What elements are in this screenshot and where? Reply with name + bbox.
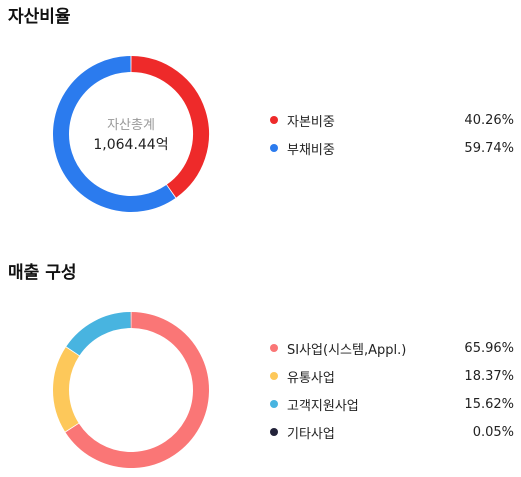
donut-slice-3	[66, 312, 131, 356]
legend-value: 18.37%	[464, 368, 514, 384]
legend-label: 부채비중	[287, 142, 335, 158]
legend-dot-icon	[270, 372, 278, 380]
legend-value: 0.05%	[472, 424, 514, 440]
legend-item-distribution: 유통사업 18.37%	[270, 362, 514, 390]
sales-composition-legend: SI사업(시스템,Appl.) 65.96% 유통사업 18.37% 고객지원사…	[270, 334, 514, 446]
legend-label: SI사업(시스템,Appl.)	[287, 342, 407, 358]
legend-value: 15.62%	[464, 396, 514, 412]
legend-dot-icon	[270, 144, 278, 152]
legend-dot-icon	[270, 344, 278, 352]
legend-label: 자본비중	[287, 114, 335, 130]
legend-value: 59.74%	[464, 140, 514, 156]
donut-center-value: 1,064.44억	[93, 137, 169, 153]
sales-composition-donut-chart	[53, 312, 209, 468]
legend-label: 고객지원사업	[287, 398, 359, 414]
legend-item-other: 기타사업 0.05%	[270, 418, 514, 446]
donut-slice-1	[131, 56, 209, 198]
legend-label: 유통사업	[287, 370, 335, 386]
legend-item-equity: 자본비중 40.26%	[270, 106, 514, 134]
asset-ratio-title: 자산비율	[8, 7, 71, 27]
donut-center-label: 자산총계	[107, 118, 155, 133]
legend-item-liability: 부채비중 59.74%	[270, 134, 514, 162]
legend-value: 65.96%	[464, 340, 514, 356]
donut-slice-2	[53, 347, 80, 432]
legend-value: 40.26%	[464, 112, 514, 128]
donut-slice-2	[53, 56, 176, 212]
legend-label: 기타사업	[287, 426, 335, 442]
sales-composition-title: 매출 구성	[8, 263, 77, 283]
asset-ratio-donut-chart	[53, 56, 209, 212]
asset-ratio-legend: 자본비중 40.26% 부채비중 59.74%	[270, 106, 514, 162]
legend-item-si: SI사업(시스템,Appl.) 65.96%	[270, 334, 514, 362]
legend-dot-icon	[270, 428, 278, 436]
legend-dot-icon	[270, 400, 278, 408]
donut-slice-1	[65, 312, 209, 468]
legend-dot-icon	[270, 116, 278, 124]
legend-item-customer-support: 고객지원사업 15.62%	[270, 390, 514, 418]
